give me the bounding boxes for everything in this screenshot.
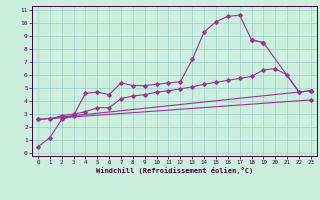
- X-axis label: Windchill (Refroidissement éolien,°C): Windchill (Refroidissement éolien,°C): [96, 167, 253, 174]
